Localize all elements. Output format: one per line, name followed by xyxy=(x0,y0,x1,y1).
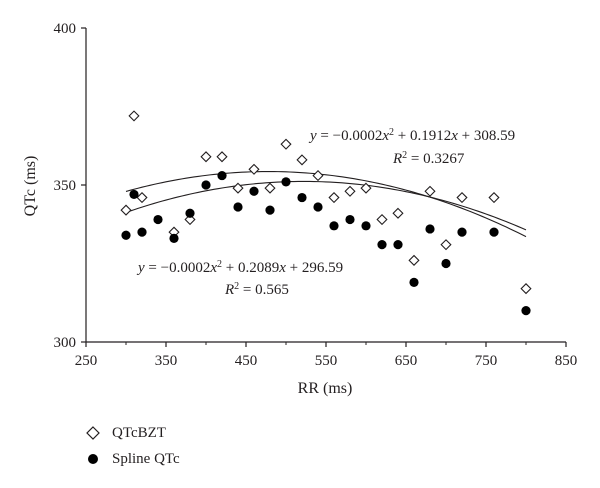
open-diamond-icon xyxy=(86,426,100,440)
spline-qtc-point xyxy=(345,214,355,225)
spline-qtc-point xyxy=(409,277,419,287)
spline-qtc-point xyxy=(313,202,323,212)
spline-qtc-point xyxy=(265,205,275,215)
x-axis-label: RR (ms) xyxy=(298,380,353,397)
x-tick-label: 550 xyxy=(315,353,338,369)
spline-qtc-series xyxy=(121,170,531,316)
qtcbzt-point xyxy=(344,185,356,197)
qtcbzt-point xyxy=(136,191,148,204)
spline-qtc-point xyxy=(425,224,435,234)
qtcbzt-point xyxy=(312,170,324,182)
spline-qtc-point xyxy=(217,170,227,181)
legend-item-spline-qtc: Spline QTc xyxy=(86,446,180,472)
qtcbzt-point xyxy=(424,185,436,197)
spline-qtc-point xyxy=(121,230,131,240)
x-tick-label: 850 xyxy=(555,353,578,369)
filled-circle-icon xyxy=(88,454,98,464)
x-tick-label: 350 xyxy=(155,353,178,369)
bzt-equation: y = −0.0002x2 + 0.1912x + 308.59 xyxy=(308,127,515,145)
qtcbzt-point xyxy=(216,151,228,163)
x-tick-label: 750 xyxy=(475,353,498,369)
spline-qtc-point xyxy=(297,192,307,203)
spline-qtc-point xyxy=(249,186,259,196)
spline-qtc-point xyxy=(329,221,339,231)
x-axis-ticks: 250 350 450 550 650 750 850 xyxy=(75,342,578,369)
spline-qtc-point xyxy=(169,233,179,243)
qtcbzt-point xyxy=(392,207,404,219)
qtcbzt-point xyxy=(128,110,140,122)
spline-qtc-point xyxy=(377,240,387,250)
qtcbzt-point xyxy=(376,213,388,226)
qtcbzt-point xyxy=(264,182,276,194)
y-tick-label: 400 xyxy=(54,21,77,37)
spline-qtc-point xyxy=(233,202,243,212)
spline-qtc-point xyxy=(129,189,139,200)
qtcbzt-point xyxy=(248,163,260,175)
spline-qtc-point xyxy=(393,240,403,250)
trendlines xyxy=(125,170,527,238)
qtcbzt-point xyxy=(360,182,372,194)
qtcbzt-point xyxy=(520,283,532,295)
spline-qtc-point xyxy=(137,227,147,237)
qtcbzt-point xyxy=(200,151,212,163)
qtcbzt-point xyxy=(488,191,500,204)
qtcbzt-point xyxy=(296,154,308,166)
qtcbzt-point xyxy=(280,138,292,150)
spline-qtc-point xyxy=(185,208,195,218)
qtcbzt-point xyxy=(232,182,244,194)
x-tick-label: 250 xyxy=(75,353,98,369)
legend: QTcBZT Spline QTc xyxy=(86,420,180,472)
spline-qtc-point xyxy=(153,214,163,225)
spline-qtc-point xyxy=(521,306,531,316)
spline-qtc-point xyxy=(281,177,291,187)
qtcbzt-point xyxy=(456,191,468,204)
axes xyxy=(85,28,566,343)
qtcbzt-point xyxy=(120,204,132,216)
spline-qtc-point xyxy=(489,227,499,237)
qtcbzt-point xyxy=(328,191,340,204)
spline-qtc-point xyxy=(201,180,211,190)
spline-qtc-point xyxy=(457,227,467,237)
qtcbzt-point xyxy=(408,254,420,266)
x-tick-label: 650 xyxy=(395,353,418,369)
spline-r2: R2 = 0.565 xyxy=(224,281,289,299)
bzt-r2: R2 = 0.3267 xyxy=(392,150,465,168)
y-tick-label: 350 xyxy=(54,178,77,194)
y-axis-ticks: 300 350 400 xyxy=(54,21,86,351)
y-tick-label: 300 xyxy=(54,335,77,351)
qtcbzt-point xyxy=(440,239,452,251)
legend-item-qtcbzt: QTcBZT xyxy=(86,420,180,446)
qtcbzt-trendline xyxy=(125,170,527,238)
spline-qtc-trendline xyxy=(125,180,527,231)
spline-qtc-point xyxy=(441,258,451,269)
spline-equation: y = −0.0002x2 + 0.2089x + 296.59 xyxy=(136,259,343,277)
legend-label-qtcbzt: QTcBZT xyxy=(112,424,166,441)
x-tick-label: 450 xyxy=(235,353,258,369)
y-axis-label: QTc (ms) xyxy=(22,156,39,217)
legend-label-spline-qtc: Spline QTc xyxy=(112,450,180,467)
spline-qtc-point xyxy=(361,221,371,231)
